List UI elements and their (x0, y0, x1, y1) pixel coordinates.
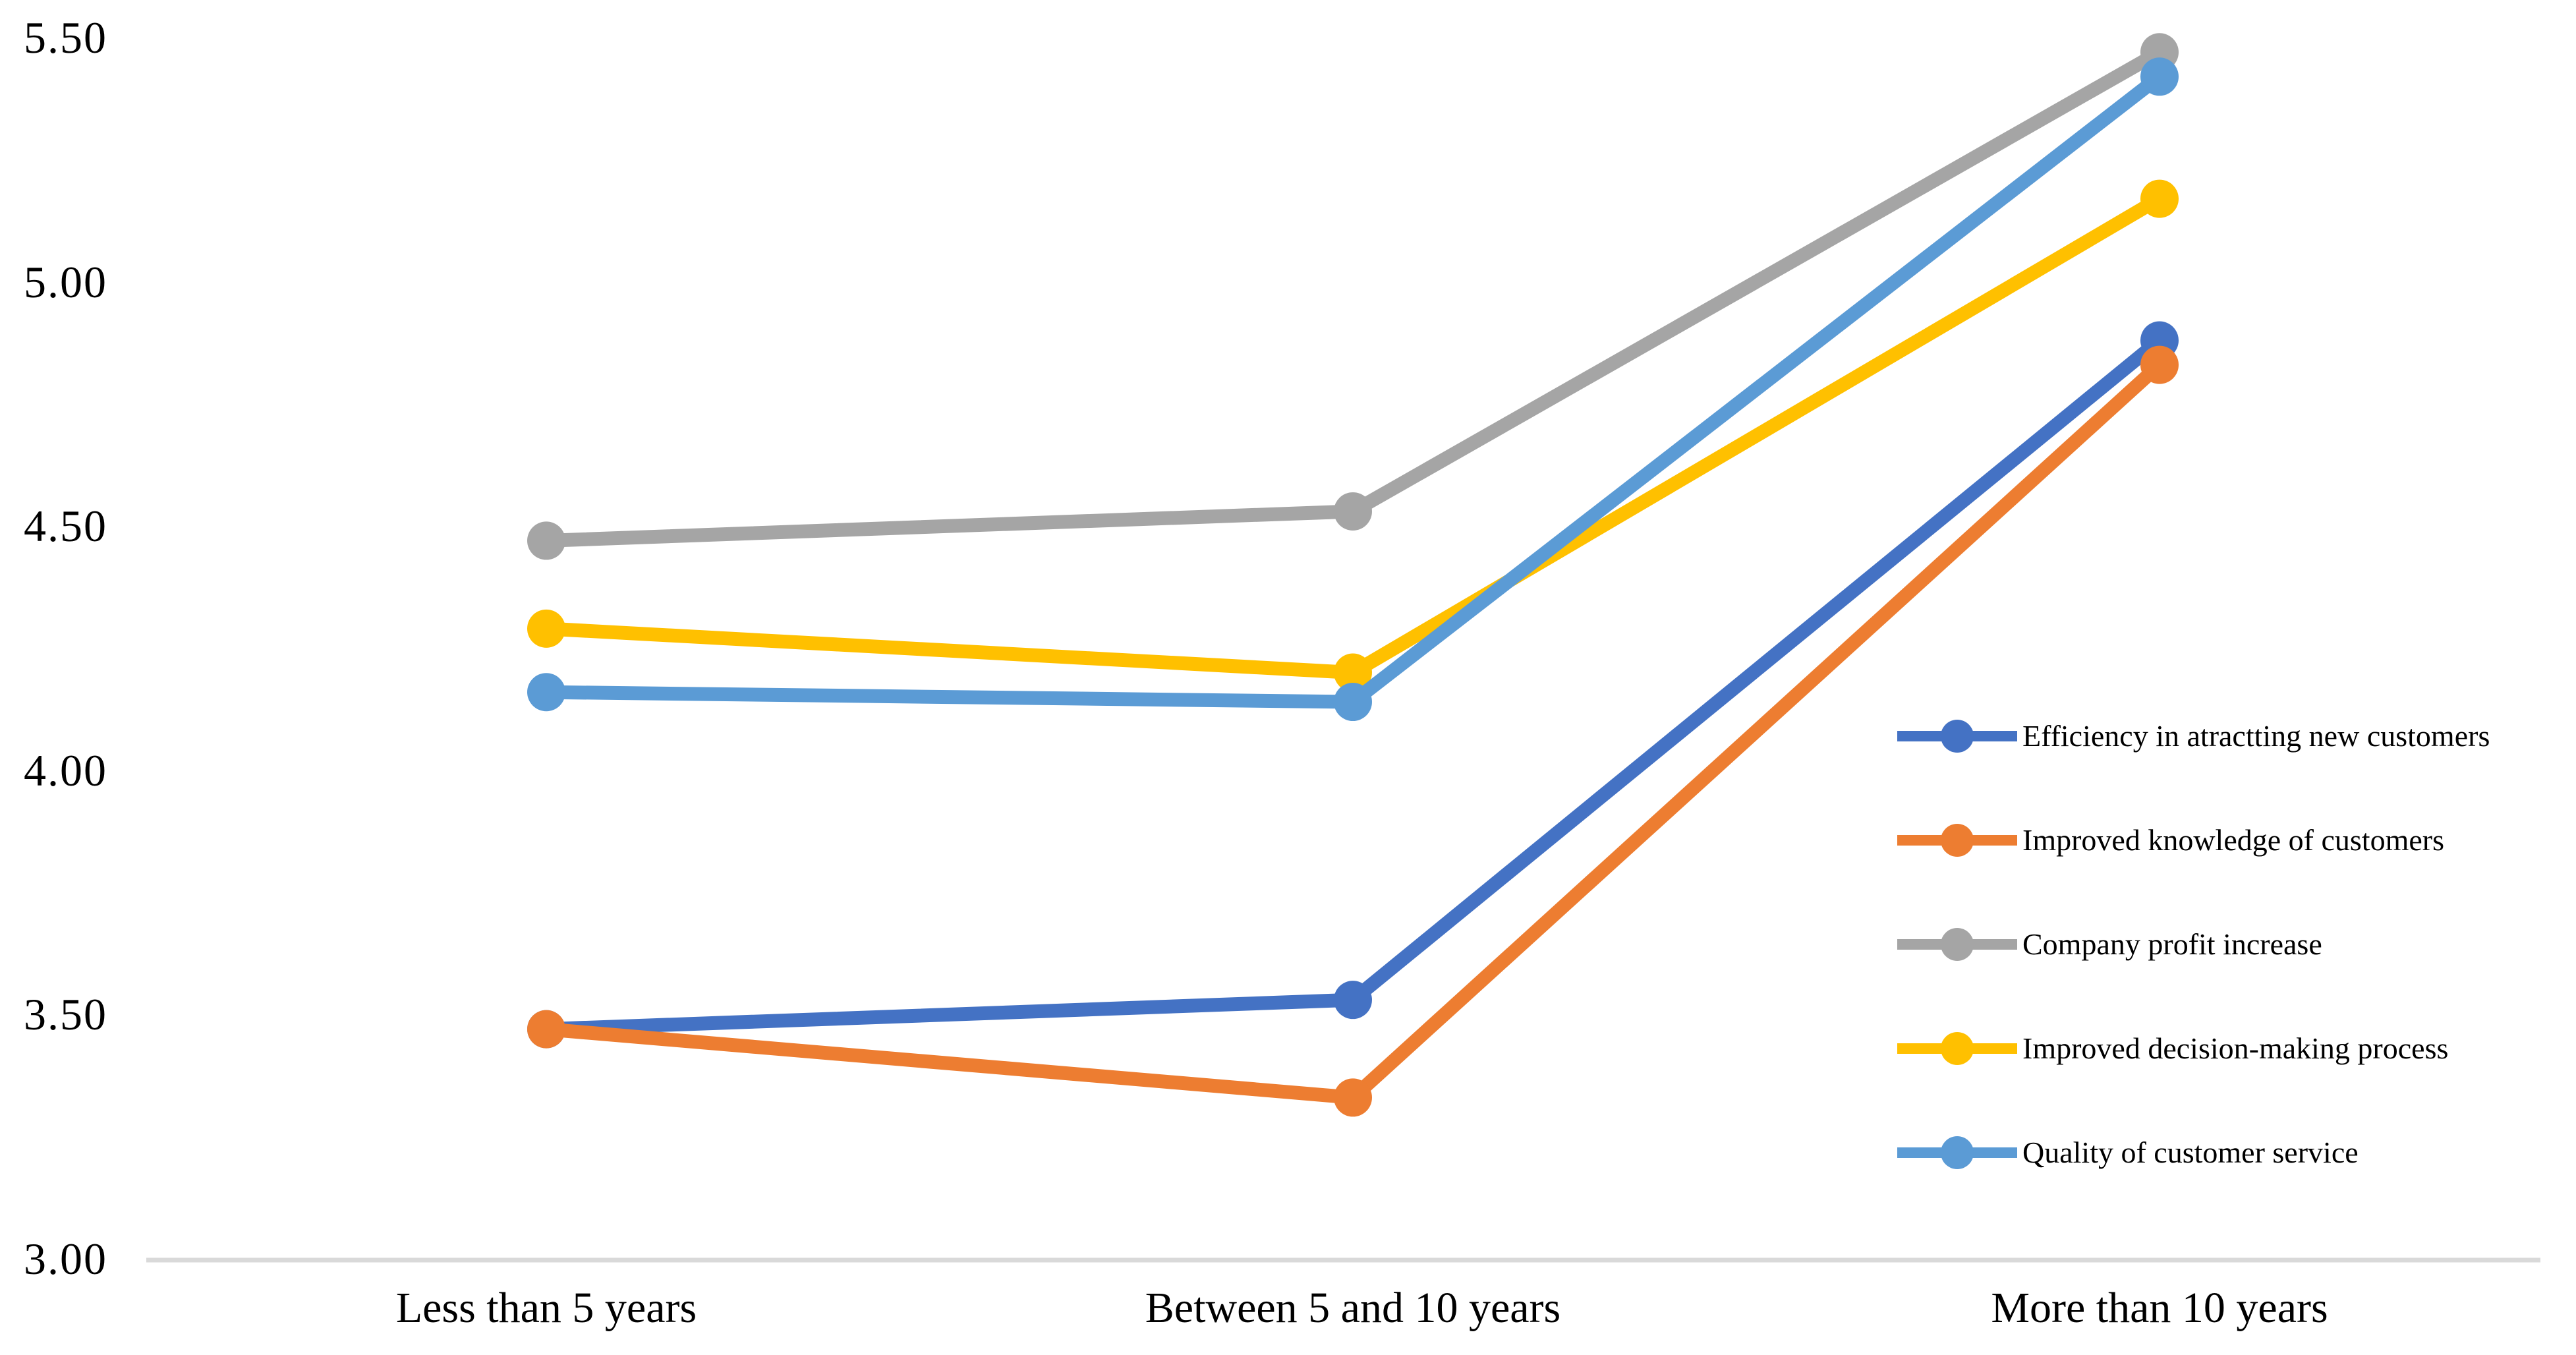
legend-marker-icon (1897, 720, 2017, 753)
data-point-improved-knowledge-of-customers (2140, 345, 2179, 384)
data-point-quality-of-customer-service (1334, 683, 1372, 722)
data-point-improved-decision-making-process (527, 609, 565, 648)
x-category-label: Less than 5 years (395, 1284, 697, 1332)
y-tick-label: 3.00 (24, 1234, 107, 1284)
data-point-efficiency-in-atractting-new-customers (1334, 981, 1372, 1020)
legend-item-company-profit-increase: Company profit increase (1897, 926, 2322, 963)
y-tick-label: 4.50 (24, 501, 107, 552)
y-tick-label: 5.50 (24, 13, 107, 63)
legend-item-efficiency-in-atractting-new-customers: Efficiency in atractting new customers (1897, 718, 2490, 755)
legend-label: Quality of customer service (2022, 1136, 2359, 1169)
legend-marker-icon (1897, 928, 2017, 961)
series-line-quality-of-customer-service (539, 69, 2167, 709)
data-point-improved-knowledge-of-customers (527, 1010, 565, 1049)
data-point-company-profit-increase (527, 521, 565, 560)
legend-item-improved-decision-making-process: Improved decision-making process (1897, 1030, 2448, 1067)
legend-label: Efficiency in atractting new customers (2022, 719, 2490, 753)
legend-marker-icon (1897, 1136, 2017, 1169)
x-category-label: More than 10 years (1991, 1284, 2328, 1332)
series-line-company-profit-increase (539, 45, 2167, 548)
y-tick-label: 4.00 (24, 745, 107, 795)
data-point-improved-decision-making-process (2140, 179, 2179, 218)
y-tick-label: 5.00 (24, 256, 107, 307)
data-point-improved-decision-making-process (1334, 653, 1372, 692)
legend-marker-icon (1897, 1032, 2017, 1065)
data-point-quality-of-customer-service (527, 673, 565, 712)
data-point-company-profit-increase (1334, 492, 1372, 531)
legend-label: Improved decision-making process (2022, 1031, 2449, 1065)
x-category-label: Between 5 and 10 years (1145, 1284, 1561, 1332)
legend-item-quality-of-customer-service: Quality of customer service (1897, 1134, 2359, 1171)
legend-marker-icon (1897, 824, 2017, 857)
legend-item-improved-knowledge-of-customers: Improved knowledge of customers (1897, 822, 2444, 859)
data-point-quality-of-customer-service (2140, 57, 2179, 96)
y-tick-label: 3.50 (24, 989, 107, 1040)
data-point-improved-knowledge-of-customers (1334, 1078, 1372, 1117)
legend-label: Improved knowledge of customers (2022, 823, 2445, 857)
legend-label: Company profit increase (2022, 927, 2322, 961)
